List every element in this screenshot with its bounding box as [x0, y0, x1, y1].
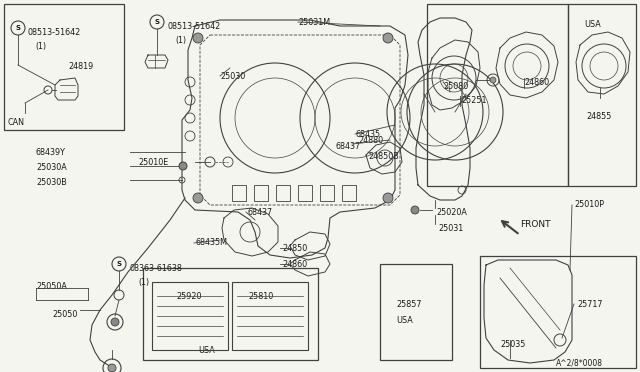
Text: 24860: 24860 — [282, 260, 307, 269]
Text: 24850B: 24850B — [368, 152, 399, 161]
Circle shape — [383, 33, 393, 43]
Bar — [427, 4, 568, 186]
Text: (1): (1) — [175, 36, 186, 45]
Circle shape — [383, 193, 393, 203]
Text: 24855: 24855 — [586, 112, 611, 121]
Text: A^2/8*0008: A^2/8*0008 — [556, 358, 603, 367]
Bar — [254, 185, 268, 201]
Text: 25050A: 25050A — [36, 282, 67, 291]
Text: 25020A: 25020A — [436, 208, 467, 217]
Text: 25810: 25810 — [248, 292, 273, 301]
Bar — [568, 4, 636, 186]
Bar — [143, 268, 318, 360]
Bar — [232, 185, 246, 201]
Text: CAN: CAN — [8, 118, 25, 127]
Text: 24850: 24850 — [282, 244, 307, 253]
Bar — [4, 4, 124, 130]
Bar — [342, 185, 356, 201]
Text: 24860: 24860 — [524, 78, 549, 87]
Bar — [380, 264, 452, 360]
Text: 25031: 25031 — [438, 224, 463, 233]
Text: (1): (1) — [138, 278, 149, 287]
Text: 24819: 24819 — [68, 62, 93, 71]
Circle shape — [179, 162, 187, 170]
Text: S: S — [154, 19, 159, 25]
Text: S: S — [116, 261, 122, 267]
Text: S: S — [15, 25, 20, 31]
Text: 25857: 25857 — [396, 300, 422, 309]
Text: 25717: 25717 — [577, 300, 602, 309]
Circle shape — [108, 364, 116, 372]
Text: 25030: 25030 — [220, 72, 245, 81]
Circle shape — [111, 318, 119, 326]
Text: 25010P: 25010P — [574, 200, 604, 209]
Text: 25031M: 25031M — [298, 18, 330, 27]
Text: 68435M: 68435M — [196, 238, 228, 247]
Circle shape — [411, 206, 419, 214]
Text: 68439Y: 68439Y — [36, 148, 66, 157]
Text: 25030A: 25030A — [36, 163, 67, 172]
Text: 25010E: 25010E — [138, 158, 168, 167]
Text: 08513-51642: 08513-51642 — [168, 22, 221, 31]
Text: 25920: 25920 — [176, 292, 202, 301]
Bar — [298, 185, 312, 201]
Bar — [320, 185, 334, 201]
Text: 08513-51642: 08513-51642 — [28, 28, 81, 37]
Text: USA: USA — [198, 346, 215, 355]
Text: 25050: 25050 — [52, 310, 77, 319]
Text: (1): (1) — [35, 42, 46, 51]
Bar — [152, 282, 228, 350]
Text: 25030B: 25030B — [36, 178, 67, 187]
Text: 25251: 25251 — [461, 96, 486, 105]
Text: 24880: 24880 — [358, 136, 383, 145]
Bar — [232, 282, 308, 350]
Bar — [480, 256, 636, 368]
Bar — [276, 185, 290, 201]
Text: 25080: 25080 — [443, 82, 468, 91]
Text: 68437: 68437 — [248, 208, 273, 217]
Text: 08363-61638: 08363-61638 — [130, 264, 183, 273]
Text: 68435: 68435 — [355, 130, 380, 139]
Text: FRONT: FRONT — [520, 220, 550, 229]
Text: 25035: 25035 — [500, 340, 525, 349]
Text: USA: USA — [584, 20, 601, 29]
Circle shape — [490, 77, 496, 83]
Text: 68437: 68437 — [335, 142, 360, 151]
Circle shape — [193, 33, 203, 43]
Text: USA: USA — [396, 316, 413, 325]
Circle shape — [193, 193, 203, 203]
